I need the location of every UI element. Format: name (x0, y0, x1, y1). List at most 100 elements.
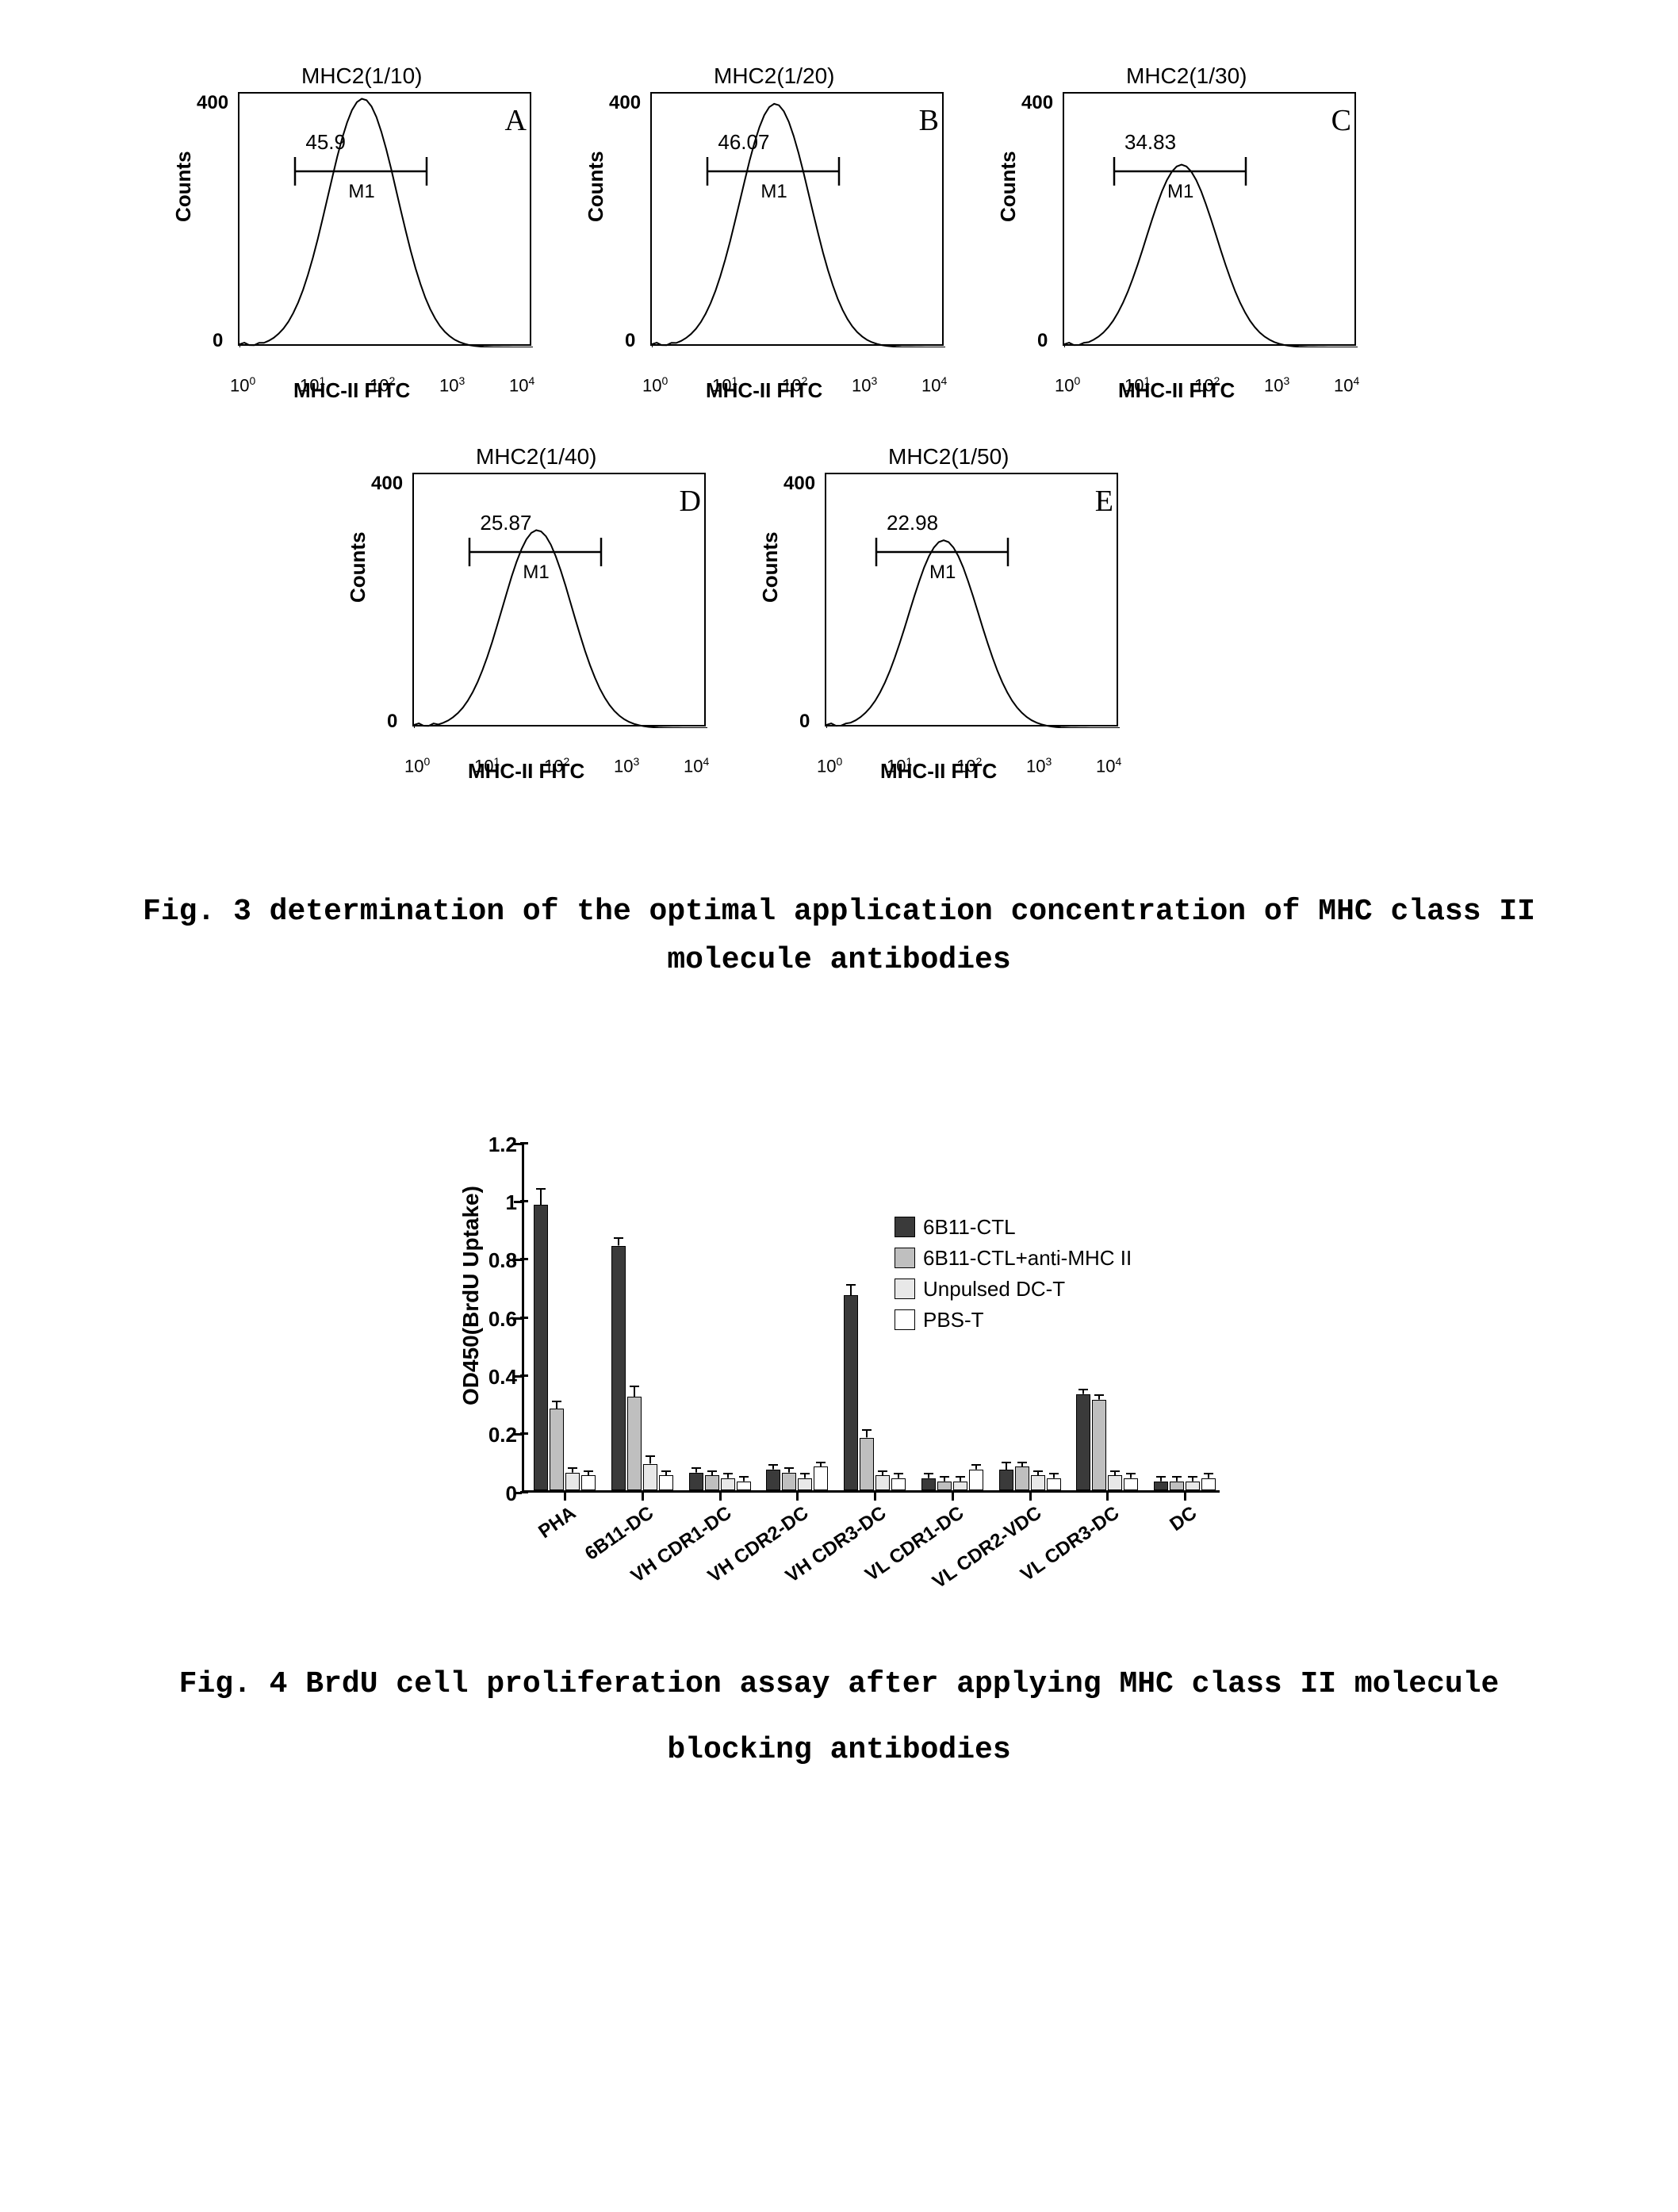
bar (782, 1473, 796, 1490)
panel-letter: E (1095, 484, 1113, 519)
panel-title: MHC2(1/20) (714, 63, 834, 89)
figure-3: MHC2(1/10)Counts040045.9M1A1001011021031… (143, 63, 1535, 985)
bar (550, 1409, 564, 1490)
plot-area (238, 92, 531, 346)
error-bar (642, 1455, 658, 1465)
histogram-panel-E: MHC2(1/50)Counts040022.98M1E100101102103… (761, 444, 1126, 777)
error-bar (813, 1461, 829, 1469)
gate-value: 22.98 (887, 511, 938, 535)
y-tick: 0 (625, 330, 635, 352)
panel-letter: A (505, 103, 527, 138)
histogram-row-2: MHC2(1/40)Counts040025.87M1D100101102103… (143, 444, 1535, 777)
plot-area (825, 473, 1118, 726)
bar (643, 1464, 657, 1490)
y-axis-label: Counts (758, 531, 783, 603)
error-bar (688, 1466, 704, 1474)
y-tick: 400 (783, 473, 815, 495)
error-bar (626, 1385, 642, 1398)
y-tick: 0.4 (482, 1365, 517, 1390)
y-axis-label: Counts (171, 151, 196, 222)
error-bar (565, 1466, 580, 1474)
bar (565, 1473, 580, 1490)
legend-item: PBS-T (895, 1308, 1132, 1332)
error-bar (1201, 1472, 1216, 1480)
error-bar (611, 1236, 626, 1247)
y-tick: 0 (482, 1482, 517, 1506)
bar (1124, 1478, 1138, 1490)
legend-label: PBS-T (923, 1308, 984, 1332)
x-tick: 103 (614, 755, 639, 776)
error-bar (859, 1428, 875, 1439)
legend-label: 6B11-CTL+anti-MHC II (923, 1246, 1132, 1271)
error-bar (549, 1400, 565, 1410)
error-bar (580, 1470, 596, 1478)
error-bar (952, 1475, 968, 1483)
bar (611, 1246, 626, 1490)
bar-chart-ylabel: OD450(BrdU Uptake) (458, 1186, 484, 1405)
plot-area (650, 92, 944, 346)
bar (1108, 1475, 1122, 1489)
panel-letter: B (919, 103, 939, 138)
bar (689, 1473, 703, 1490)
x-tick: 100 (404, 755, 430, 776)
x-category-label: DC (1166, 1502, 1201, 1536)
bar (1076, 1394, 1090, 1490)
gate-value: 25.87 (480, 511, 531, 535)
x-axis-label: MHC-II FITC (1118, 378, 1235, 403)
plot-area (412, 473, 706, 726)
error-bar (968, 1463, 984, 1471)
y-axis-label: Counts (996, 151, 1021, 222)
bar (798, 1478, 812, 1490)
error-bar (1014, 1461, 1030, 1469)
error-bar (658, 1470, 674, 1478)
legend-swatch (895, 1279, 915, 1299)
bar (1015, 1466, 1029, 1489)
bar (1201, 1478, 1216, 1490)
x-tick: 103 (852, 374, 877, 396)
gate-label: M1 (929, 562, 956, 584)
panel-title: MHC2(1/10) (301, 63, 422, 89)
histogram-panel-B: MHC2(1/20)Counts040046.07M1B100101102103… (587, 63, 952, 397)
histogram-panel-D: MHC2(1/40)Counts040025.87M1D100101102103… (349, 444, 714, 777)
bar (814, 1466, 828, 1489)
error-bar (1107, 1470, 1123, 1478)
x-axis-label: MHC-II FITC (706, 378, 822, 403)
error-bar (1046, 1472, 1062, 1480)
error-bar (843, 1283, 859, 1297)
error-bar (781, 1466, 797, 1474)
x-tick: 104 (1334, 374, 1359, 396)
error-bar (720, 1472, 736, 1480)
x-tick: 103 (1026, 755, 1052, 776)
error-bar (937, 1475, 952, 1483)
x-tick: 104 (1096, 755, 1121, 776)
gate-value: 46.07 (718, 130, 769, 155)
figure-4-caption: Fig. 4 BrdU cell proliferation assay aft… (143, 1651, 1535, 1784)
y-tick: 400 (609, 92, 641, 114)
error-bar (1153, 1475, 1169, 1483)
bar (844, 1295, 858, 1490)
bar (1092, 1400, 1106, 1490)
error-bar (533, 1187, 549, 1206)
x-tick: 104 (684, 755, 709, 776)
x-tick: 104 (921, 374, 947, 396)
bar (1047, 1478, 1061, 1490)
histogram-panel-A: MHC2(1/10)Counts040045.9M1A1001011021031… (174, 63, 539, 397)
histogram-panel-C: MHC2(1/30)Counts040034.83M1C100101102103… (999, 63, 1364, 397)
x-axis-label: MHC-II FITC (468, 759, 584, 784)
y-tick: 400 (371, 473, 403, 495)
histogram-curve (826, 474, 1120, 728)
error-bar (1030, 1470, 1046, 1478)
figure-3-caption: Fig. 3 determination of the optimal appl… (143, 888, 1535, 985)
error-bar (797, 1472, 813, 1480)
error-bar (1091, 1394, 1107, 1401)
bar (999, 1470, 1013, 1490)
gate-label: M1 (348, 181, 374, 203)
bar (581, 1475, 596, 1489)
x-tick: 104 (509, 374, 534, 396)
y-tick: 1 (482, 1190, 517, 1215)
plot-area (1063, 92, 1356, 346)
y-tick: 0.6 (482, 1307, 517, 1332)
bar (705, 1475, 719, 1489)
legend-swatch (895, 1309, 915, 1330)
y-tick: 1.2 (482, 1133, 517, 1157)
